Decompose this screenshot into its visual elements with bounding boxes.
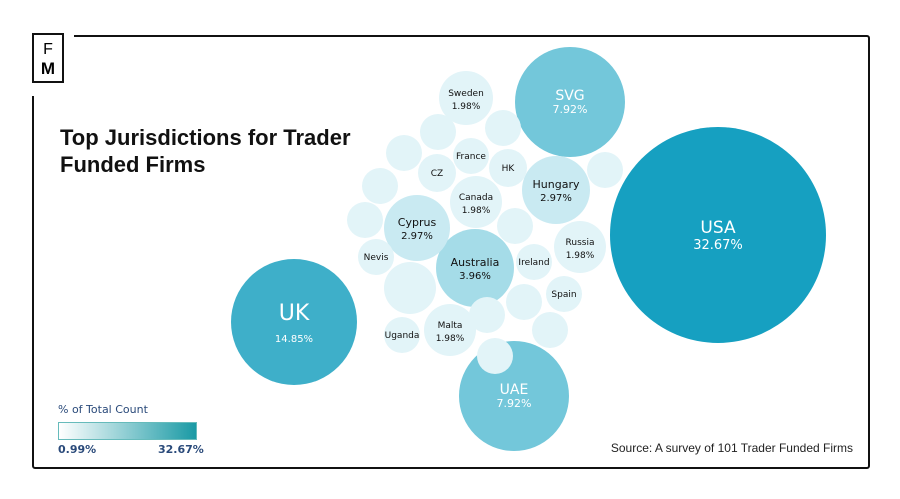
bubble-france: France xyxy=(453,138,489,174)
bubble-spain: Spain xyxy=(546,276,582,312)
bubble-unlabeled xyxy=(485,110,521,146)
bubble-circle xyxy=(515,47,625,157)
bubble-name: CZ xyxy=(431,169,443,179)
bubble-hk: HK xyxy=(489,149,527,187)
bubble-nevis: Nevis xyxy=(358,239,394,275)
bubble-circle xyxy=(358,239,394,275)
bubble-name: Uganda xyxy=(385,331,420,341)
bubble-unlabeled xyxy=(532,312,568,348)
bubble-circle xyxy=(610,127,826,343)
bubble-circle xyxy=(420,114,456,150)
bubble-name: Australia xyxy=(451,256,500,269)
bubble-unlabeled xyxy=(386,135,422,171)
bubble-circle xyxy=(516,244,552,280)
bubble-value: 1.98% xyxy=(566,251,595,261)
bubble-value: 7.92% xyxy=(553,103,588,116)
bubble-circle xyxy=(347,202,383,238)
bubble-name: Spain xyxy=(551,290,576,300)
bubble-circle xyxy=(450,176,502,228)
legend-gradient xyxy=(58,422,197,440)
bubble-name: France xyxy=(456,152,486,162)
bubble-name: Cyprus xyxy=(398,216,437,229)
bubble-uganda: Uganda xyxy=(384,317,420,353)
bubble-value: 32.67% xyxy=(693,238,743,253)
bubble-name: SVG xyxy=(555,88,584,104)
bubble-name: HK xyxy=(502,164,516,174)
bubble-circle xyxy=(424,304,476,356)
chart-frame xyxy=(32,35,870,469)
bubble-name: USA xyxy=(700,218,736,238)
bubble-canada: Canada 1.98% xyxy=(450,176,502,228)
bubble-value: 2.97% xyxy=(540,193,572,204)
bubble-circle xyxy=(554,221,606,273)
bubble-name: Canada xyxy=(459,193,493,203)
bubble-name: Sweden xyxy=(448,89,484,99)
bubble-circle xyxy=(453,138,489,174)
chart-title: Top Jurisdictions for Trader Funded Firm… xyxy=(60,125,351,177)
bubble-name: Russia xyxy=(566,238,595,248)
bubble-circle xyxy=(506,284,542,320)
source-note: Source: A survey of 101 Trader Funded Fi… xyxy=(610,441,853,455)
bubble-circle xyxy=(587,152,623,188)
legend-title: % of Total Count xyxy=(58,403,148,416)
bubble-circle xyxy=(436,229,514,307)
logo-m: M xyxy=(40,59,56,78)
bubble-name: Ireland xyxy=(518,258,549,268)
bubble-circle xyxy=(485,110,521,146)
bubble-unlabeled xyxy=(384,262,436,314)
bubble-sweden: Sweden 1.98% xyxy=(439,71,493,125)
bubble-unlabeled xyxy=(587,152,623,188)
bubble-value: 1.98% xyxy=(452,102,481,112)
bubble-circle xyxy=(384,317,420,353)
bubble-circle xyxy=(231,259,357,385)
bubble-name: Nevis xyxy=(364,253,389,263)
bubble-circle xyxy=(439,71,493,125)
bubble-circle xyxy=(477,338,513,374)
bubble-australia: Australia 3.96% xyxy=(436,229,514,307)
bubble-unlabeled xyxy=(477,338,513,374)
bubble-russia: Russia 1.98% xyxy=(554,221,606,273)
bubble-unlabeled xyxy=(497,208,533,244)
bubble-ireland: Ireland xyxy=(516,244,552,280)
bubble-name: Malta xyxy=(438,321,463,331)
bubble-circle xyxy=(497,208,533,244)
bubble-unlabeled xyxy=(362,168,398,204)
bubble-circle xyxy=(418,154,456,192)
legend-min: 0.99% xyxy=(58,443,97,456)
legend-max: 32.67% xyxy=(158,443,204,456)
bubble-value: 2.97% xyxy=(401,231,433,242)
bubble-value: 14.85% xyxy=(275,334,313,345)
bubble-unlabeled xyxy=(469,297,505,333)
bubble-cyprus: Cyprus 2.97% xyxy=(384,195,450,261)
logo-f: F xyxy=(43,41,53,58)
bubble-unlabeled xyxy=(420,114,456,150)
bubble-name: UK xyxy=(279,301,310,326)
bubble-value: 1.98% xyxy=(436,334,465,344)
bubble-circle xyxy=(384,262,436,314)
bubble-value: 3.96% xyxy=(459,271,491,282)
bubble-hungary: Hungary 2.97% xyxy=(522,156,590,224)
bubble-circle xyxy=(362,168,398,204)
bubble-value: 7.92% xyxy=(497,397,532,410)
bubble-cz: CZ xyxy=(418,154,456,192)
bubble-uk: UK 14.85% xyxy=(231,259,357,385)
bubble-circle xyxy=(489,149,527,187)
bubble-unlabeled xyxy=(506,284,542,320)
bubble-circle xyxy=(469,297,505,333)
bubble-name: Hungary xyxy=(533,178,580,191)
bubble-name: UAE xyxy=(500,382,529,398)
bubble-circle xyxy=(522,156,590,224)
bubble-circle xyxy=(386,135,422,171)
bubble-malta: Malta 1.98% xyxy=(424,304,476,356)
bubble-unlabeled xyxy=(347,202,383,238)
bubble-circle xyxy=(546,276,582,312)
bubble-value: 1.98% xyxy=(462,206,491,216)
bubble-circle xyxy=(532,312,568,348)
bubble-circle xyxy=(384,195,450,261)
